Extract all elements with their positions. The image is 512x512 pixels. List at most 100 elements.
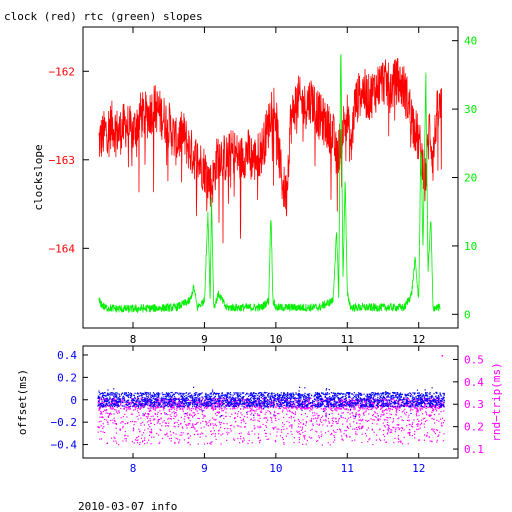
- rnd-trip-point: [374, 416, 376, 418]
- rnd-trip-point: [172, 407, 175, 409]
- offset-point: [397, 405, 399, 407]
- offset-point: [386, 403, 388, 405]
- offset-point: [211, 400, 213, 402]
- rnd-trip-point: [335, 421, 337, 423]
- rnd-trip-point: [139, 431, 141, 433]
- rnd-trip-point: [125, 440, 127, 442]
- rnd-trip-point: [373, 405, 375, 407]
- rnd-trip-point: [147, 414, 149, 416]
- rnd-trip-point: [351, 403, 353, 405]
- rnd-trip-point: [226, 433, 228, 435]
- offset-point: [318, 401, 320, 403]
- rnd-trip-point: [275, 414, 277, 417]
- offset-point: [103, 406, 105, 408]
- offset-point: [365, 400, 367, 402]
- rnd-trip-point: [121, 421, 123, 423]
- offset-point: [220, 415, 222, 417]
- rnd-trip-point: [195, 402, 197, 404]
- offset-point: [369, 402, 371, 404]
- offset-point: [177, 398, 179, 401]
- rnd-trip-point: [143, 414, 145, 416]
- offset-point: [443, 394, 445, 396]
- rnd-trip-point: [421, 419, 423, 421]
- offset-point: [265, 406, 267, 408]
- rnd-trip-point: [377, 418, 379, 420]
- offset-point: [337, 398, 339, 400]
- rnd-trip-point: [285, 435, 287, 437]
- offset-point: [269, 396, 271, 398]
- offset-point: [382, 404, 385, 406]
- offset-point: [388, 399, 390, 401]
- offset-point: [201, 403, 204, 405]
- offset-point: [249, 401, 251, 403]
- rnd-trip-point: [182, 427, 184, 429]
- offset-point: [146, 400, 148, 402]
- rnd-trip-point: [101, 399, 103, 401]
- rnd-trip-point: [429, 406, 431, 408]
- offset-point: [298, 403, 300, 405]
- offset-point: [162, 398, 164, 400]
- rnd-trip-point: [394, 431, 396, 433]
- rnd-trip-point: [373, 419, 375, 421]
- rnd-trip-point: [417, 411, 419, 413]
- rnd-trip-point: [147, 407, 149, 409]
- rnd-trip-point: [438, 420, 440, 422]
- offset-point: [279, 404, 281, 406]
- rnd-trip-point: [166, 433, 168, 435]
- offset-point: [439, 392, 441, 394]
- offset-point: [253, 399, 255, 401]
- offset-point: [294, 404, 296, 406]
- offset-point: [297, 397, 299, 399]
- rnd-trip-point: [169, 404, 171, 406]
- rnd-trip-point: [126, 416, 128, 418]
- offset-point: [273, 405, 275, 407]
- rnd-trip-point: [365, 435, 368, 437]
- offset-point: [359, 397, 361, 399]
- rnd-trip-point: [224, 408, 226, 410]
- offset-point: [340, 397, 342, 399]
- offset-point: [218, 397, 220, 399]
- offset-point: [205, 395, 207, 397]
- rnd-trip-point: [259, 442, 261, 444]
- rnd-trip-point: [305, 424, 307, 426]
- rnd-trip-point: [271, 417, 273, 419]
- rnd-trip-point: [359, 427, 361, 430]
- offset-point: [342, 404, 344, 406]
- offset-point: [398, 395, 400, 397]
- rnd-trip-point: [220, 426, 222, 428]
- offset-point: [285, 401, 287, 403]
- offset-point: [154, 405, 156, 407]
- offset-point: [349, 400, 351, 402]
- offset-point: [170, 396, 172, 398]
- rnd-trip-point: [401, 411, 403, 413]
- offset-point: [429, 403, 431, 405]
- rnd-trip-point: [401, 402, 403, 404]
- offset-point: [131, 395, 133, 397]
- rnd-trip-point: [358, 407, 360, 409]
- rnd-trip-point: [187, 416, 189, 418]
- rnd-trip-point: [212, 427, 214, 429]
- rnd-trip-point: [416, 415, 418, 417]
- rnd-trip-point: [338, 408, 340, 410]
- rnd-trip-point: [273, 402, 275, 404]
- rnd-trip-point: [243, 399, 245, 401]
- offset-point: [137, 393, 140, 395]
- offset-point: [221, 401, 223, 403]
- offset-point: [352, 405, 354, 407]
- rnd-trip-point: [239, 404, 241, 406]
- rnd-trip-point: [118, 412, 120, 414]
- rnd-trip-point: [193, 427, 195, 429]
- offset-point: [103, 394, 105, 396]
- offset-point: [206, 398, 209, 401]
- offset-point: [418, 397, 420, 399]
- rnd-trip-point: [262, 405, 264, 407]
- rnd-trip-point: [172, 403, 174, 405]
- rnd-trip-point: [212, 408, 214, 410]
- rnd-trip-point: [436, 429, 439, 431]
- rnd-trip-point: [247, 433, 249, 435]
- rnd-trip-point: [420, 423, 422, 425]
- offset-point: [277, 397, 279, 400]
- rnd-trip-point: [279, 407, 281, 409]
- rnd-trip-point: [333, 431, 335, 433]
- rnd-trip-point: [246, 407, 248, 409]
